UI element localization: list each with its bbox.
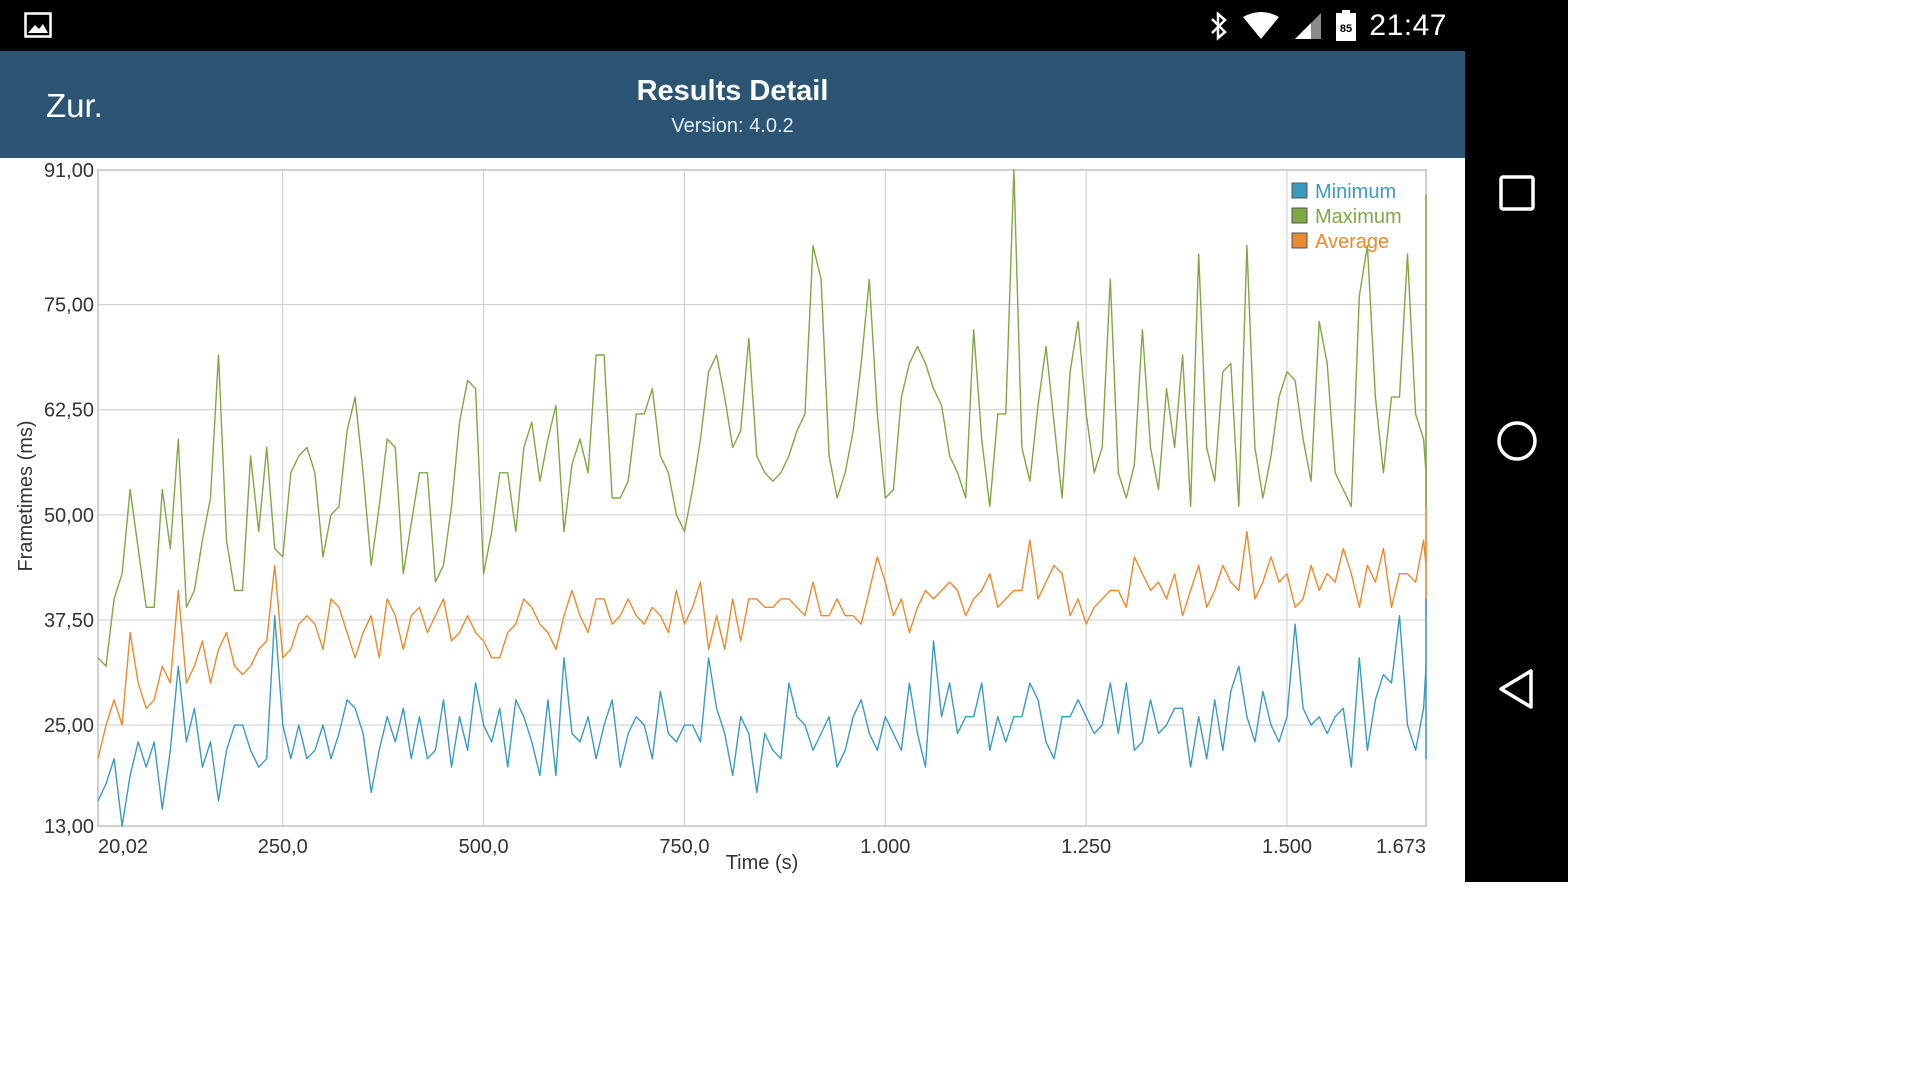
legend-swatch bbox=[1291, 182, 1308, 199]
series-line-average bbox=[97, 463, 1427, 759]
status-bar: 85 21:47 bbox=[0, 0, 1465, 51]
chart-svg: 13,00 25,00 37,50 50,00 62,50 75,00 91,00 20,0… bbox=[15, 160, 1427, 874]
y-tick-label: 37,50 bbox=[44, 610, 94, 632]
back-icon bbox=[1498, 669, 1533, 709]
y-axis-label: Frametimes (ms) bbox=[15, 420, 37, 571]
x-axis-label: Time (s) bbox=[726, 852, 799, 874]
x-tick-label: 500,0 bbox=[459, 836, 509, 858]
page-title: Results Detail bbox=[636, 75, 829, 107]
home-icon bbox=[1496, 421, 1537, 461]
y-tick-label: 13,00 bbox=[44, 816, 94, 838]
plot-frame bbox=[97, 169, 1427, 827]
battery-icon: 85 bbox=[1336, 9, 1357, 41]
recents-icon bbox=[1498, 175, 1535, 211]
action-bar: Zur. Results Detail Version: 4.0.2 bbox=[0, 51, 1465, 158]
legend-label: Average bbox=[1315, 231, 1389, 253]
wifi-icon bbox=[1243, 11, 1280, 39]
legend-swatch bbox=[1291, 232, 1308, 249]
x-tick-label: 250,0 bbox=[258, 836, 308, 858]
legend-label: Minimum bbox=[1315, 181, 1396, 203]
x-tick-label: 1.673 bbox=[1376, 836, 1426, 858]
frametimes-chart: 13,00 25,00 37,50 50,00 62,50 75,00 91,00 20,0… bbox=[0, 158, 1465, 882]
x-tick-label: 1.000 bbox=[860, 836, 910, 858]
legend-label: Maximum bbox=[1315, 206, 1402, 228]
version-label: Version: 4.0.2 bbox=[671, 115, 794, 137]
y-axis-ticks: 13,00 25,00 37,50 50,00 62,50 75,00 91,00 bbox=[44, 160, 94, 838]
y-tick-label: 75,00 bbox=[44, 295, 94, 317]
y-tick-label: 62,50 bbox=[44, 400, 94, 422]
legend: Minimum Maximum Average bbox=[1291, 181, 1402, 253]
y-tick-label: 91,00 bbox=[44, 160, 94, 182]
gallery-icon bbox=[24, 12, 52, 38]
series-line-maximum bbox=[97, 169, 1427, 667]
nav-bar bbox=[1465, 0, 1568, 882]
battery-level: 85 bbox=[1340, 23, 1352, 35]
bluetooth-icon bbox=[1211, 10, 1228, 41]
home-button[interactable] bbox=[1465, 401, 1568, 481]
status-icons: 85 21:47 bbox=[1209, 0, 1447, 51]
back-button[interactable]: Zur. bbox=[46, 87, 103, 124]
nav-back-button[interactable] bbox=[1465, 649, 1568, 729]
y-tick-label: 50,00 bbox=[44, 505, 94, 527]
recents-button[interactable] bbox=[1465, 153, 1568, 233]
legend-swatch bbox=[1291, 207, 1308, 224]
clock: 21:47 bbox=[1369, 8, 1447, 42]
series-line-minimum bbox=[97, 598, 1427, 827]
x-tick-label: 1.250 bbox=[1061, 836, 1111, 858]
series-lines bbox=[97, 169, 1427, 827]
x-tick-label: 20,02 bbox=[98, 836, 148, 858]
x-tick-label: 1.500 bbox=[1262, 836, 1312, 858]
x-axis-ticks: 20,02 250,0 500,0 750,0 1.000 1.250 1.500 1.673 bbox=[98, 836, 1426, 858]
x-tick-label: 750,0 bbox=[659, 836, 709, 858]
cell-signal-icon bbox=[1295, 12, 1322, 39]
y-tick-label: 25,00 bbox=[44, 715, 94, 737]
